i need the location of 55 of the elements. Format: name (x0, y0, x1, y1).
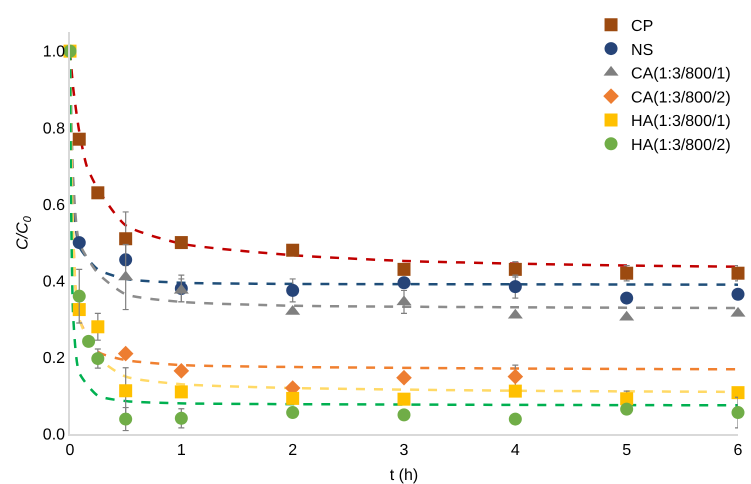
legend-label: CP (631, 18, 654, 36)
point (398, 262, 410, 276)
point (174, 412, 188, 425)
point (119, 412, 132, 426)
point (398, 276, 410, 290)
point (732, 386, 744, 400)
legend-label: CA(1:3/800/1) (631, 66, 731, 83)
point (620, 292, 634, 305)
point (91, 352, 104, 366)
point (286, 244, 300, 257)
x-tick-label: 2 (288, 442, 298, 459)
point (732, 266, 744, 280)
x-tick-label: 6 (734, 442, 743, 459)
point (732, 406, 744, 420)
point (72, 236, 86, 250)
point (72, 132, 86, 146)
point (508, 368, 524, 384)
point (91, 320, 104, 334)
point (286, 406, 300, 420)
point (174, 363, 190, 379)
x-axis-title: t (h) (390, 467, 418, 484)
legend-label: CA(1:3/800/2) (631, 89, 731, 106)
point (620, 266, 634, 280)
point (286, 392, 300, 405)
point (508, 262, 522, 276)
x-tick-label: 3 (400, 442, 409, 459)
point (82, 334, 96, 348)
y-tick-label: 0.0 (42, 426, 66, 444)
point (72, 290, 86, 303)
point (508, 280, 522, 294)
x-tick-label: 4 (510, 442, 520, 459)
point (174, 385, 188, 398)
point (174, 236, 188, 250)
legend-label: NS (631, 42, 654, 59)
y-tick-label: 0.6 (42, 196, 66, 214)
point (398, 408, 410, 422)
point (508, 384, 522, 398)
point (396, 370, 412, 386)
point (732, 288, 744, 301)
legend-label: HA(1:3/800/2) (631, 137, 731, 154)
point (620, 402, 634, 416)
x-tick-label: 5 (622, 442, 632, 459)
point (508, 412, 522, 426)
point (118, 346, 134, 362)
x-tick-label: 1 (176, 442, 186, 459)
point (119, 384, 132, 398)
y-tick-label: 0.4 (42, 273, 66, 290)
point (398, 392, 410, 406)
y-tick-label: 0.2 (42, 350, 66, 368)
point (119, 232, 132, 246)
y-tick-label: 0.8 (42, 120, 66, 138)
legend-label: HA(1:3/800/1) (631, 113, 731, 130)
x-tick-label: 0 (66, 442, 75, 459)
point (91, 186, 104, 200)
point (286, 284, 300, 297)
